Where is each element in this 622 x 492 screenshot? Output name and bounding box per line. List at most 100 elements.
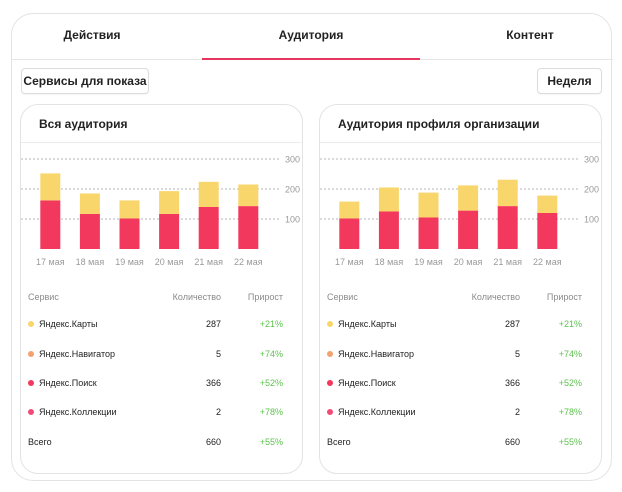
header-quantity: Количество [172, 292, 221, 302]
header-service: Сервис [327, 292, 358, 302]
service-growth: +74% [259, 349, 283, 359]
bar-segment-bottom [537, 213, 558, 249]
table-row: Яндекс.Коллекции 2 +78% [320, 404, 603, 420]
service-name: Яндекс.Карты [338, 319, 397, 329]
tab-content[interactable]: Контент [506, 28, 554, 42]
panel-organization-audience: Аудитория профиля организации 100 200 300 1… [319, 104, 602, 474]
bar-segment-top [79, 193, 100, 214]
y-tick-label: 300 [285, 155, 300, 165]
service-quantity: 5 [215, 349, 221, 359]
bar-segment-top [497, 179, 518, 207]
service-quantity: 2 [215, 407, 221, 417]
tab-bar: Действия Аудитория Контент [12, 14, 613, 60]
tab-audience[interactable]: Аудитория [278, 28, 344, 42]
service-growth: +52% [259, 378, 283, 388]
y-tick-label: 200 [584, 185, 599, 195]
y-tick-label: 100 [584, 215, 599, 225]
table-row: Яндекс.Поиск 366 +52% [21, 375, 304, 391]
service-name: Яндекс.Навигатор [338, 349, 415, 359]
service-quantity: 287 [205, 319, 221, 329]
bar-segment-top [339, 201, 360, 219]
legend-dot [327, 321, 333, 327]
x-tick-label: 18 мая [76, 257, 105, 267]
service-quantity: 287 [504, 319, 520, 329]
table-total-row: Всего 660 +55% [21, 434, 304, 450]
x-tick-label: 19 мая [115, 257, 144, 267]
x-tick-label: 20 мая [454, 257, 483, 267]
service-growth: +78% [259, 407, 283, 417]
bar-segment-top [378, 187, 399, 212]
x-tick-label: 19 мая [414, 257, 443, 267]
header-service: Сервис [28, 292, 59, 302]
table-row: Яндекс.Навигатор 5 +74% [320, 346, 603, 362]
header-quantity: Количество [471, 292, 520, 302]
tab-actions[interactable]: Действия [63, 28, 121, 42]
table-row: Яндекс.Поиск 366 +52% [320, 375, 603, 391]
service-name: Яндекс.Коллекции [39, 407, 117, 417]
bar-segment-bottom [458, 210, 479, 249]
bar-segment-bottom [378, 211, 399, 249]
x-tick-label: 17 мая [36, 257, 65, 267]
total-quantity: 660 [205, 437, 221, 447]
bar-segment-top [119, 200, 140, 219]
x-tick-label: 21 мая [194, 257, 223, 267]
bar-segment-bottom [79, 213, 100, 249]
bar-segment-bottom [159, 213, 180, 249]
total-label: Всего [28, 437, 52, 447]
bar-segment-top [458, 185, 479, 211]
table-total-row: Всего 660 +55% [320, 434, 603, 450]
total-growth: +55% [259, 437, 283, 447]
audience-chart: 100 200 300 17 мая 18 мая 19 мая 20 мая 21 мая 2… [320, 155, 599, 267]
service-growth: +78% [558, 407, 582, 417]
x-tick-label: 20 мая [155, 257, 184, 267]
service-name: Яндекс.Навигатор [39, 349, 116, 359]
services-selector-button[interactable]: Сервисы для показа [21, 68, 149, 94]
bar-segment-bottom [119, 218, 140, 249]
y-tick-label: 200 [285, 185, 300, 195]
service-name: Яндекс.Карты [39, 319, 98, 329]
bar-segment-bottom [339, 218, 360, 249]
service-quantity: 366 [504, 378, 520, 388]
bar-segment-top [159, 191, 180, 214]
x-tick-label: 18 мая [375, 257, 404, 267]
table-row: Яндекс.Карты 287 +21% [320, 316, 603, 332]
legend-dot [327, 351, 333, 357]
bar-segment-top [198, 181, 219, 207]
bar-segment-top [40, 173, 61, 201]
bar-segment-bottom [198, 207, 219, 249]
total-quantity: 660 [504, 437, 520, 447]
table-row: Яндекс.Навигатор 5 +74% [21, 346, 304, 362]
service-name: Яндекс.Поиск [338, 378, 396, 388]
bar-segment-bottom [40, 200, 61, 249]
service-name: Яндекс.Поиск [39, 378, 97, 388]
panel-all-audience: Вся аудитория 100 200 300 17 мая 18 мая 19 ма… [20, 104, 303, 474]
x-tick-label: 22 мая [234, 257, 263, 267]
table-row: Яндекс.Коллекции 2 +78% [21, 404, 304, 420]
bar-segment-top [537, 195, 558, 213]
service-quantity: 366 [205, 378, 221, 388]
y-tick-label: 100 [285, 215, 300, 225]
service-quantity: 2 [514, 407, 520, 417]
audience-chart: 100 200 300 17 мая 18 мая 19 мая 20 мая 21 мая 2… [21, 155, 300, 267]
service-growth: +21% [259, 319, 283, 329]
total-label: Всего [327, 437, 351, 447]
y-tick-label: 300 [584, 155, 599, 165]
period-selector-button[interactable]: Неделя [537, 68, 602, 94]
service-growth: +52% [558, 378, 582, 388]
bar-segment-bottom [418, 217, 439, 249]
service-growth: +74% [558, 349, 582, 359]
bar-segment-top [238, 184, 259, 207]
service-quantity: 5 [514, 349, 520, 359]
legend-dot [28, 380, 34, 386]
bar-segment-bottom [497, 206, 518, 249]
table-row: Яндекс.Карты 287 +21% [21, 316, 304, 332]
legend-dot [28, 351, 34, 357]
x-tick-label: 17 мая [335, 257, 364, 267]
x-tick-label: 21 мая [493, 257, 522, 267]
legend-dot [327, 380, 333, 386]
header-growth: Прирост [546, 292, 582, 302]
service-growth: +21% [558, 319, 582, 329]
legend-dot [28, 321, 34, 327]
legend-dot [327, 409, 333, 415]
legend-dot [28, 409, 34, 415]
